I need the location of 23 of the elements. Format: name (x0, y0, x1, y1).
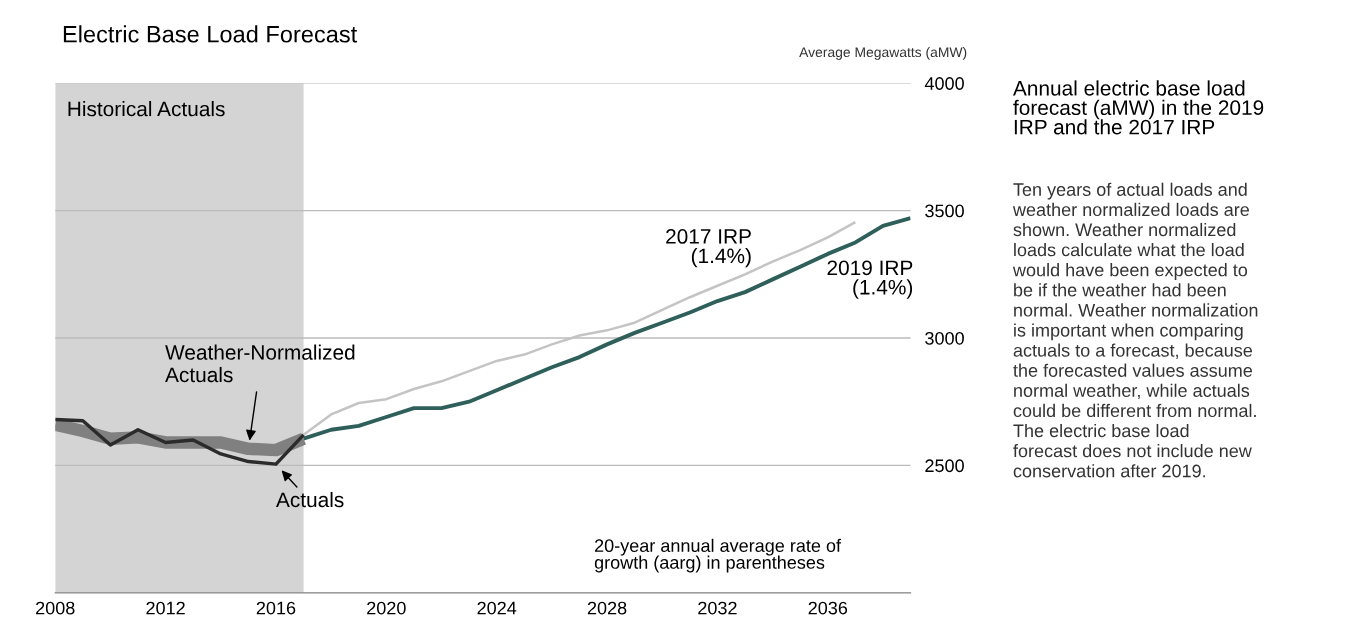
x-tick-label: 2012 (146, 601, 185, 615)
x-tick-label: 2028 (587, 601, 627, 615)
chart-title: Electric Base Load Forecast (63, 25, 358, 43)
x-tick-label: 2032 (698, 601, 737, 615)
x-tick-label: 2024 (477, 601, 517, 615)
line-series (55, 417, 306, 466)
x-tick-label: 2016 (256, 601, 296, 615)
y-tick-label: 2500 (925, 459, 964, 473)
x-tick-label: 2036 (808, 601, 848, 615)
text: Annual electric base load forecast (aMW) in the 2019 IRP and the 2017 IRP (1012, 80, 1264, 135)
series-label: Actuals (276, 491, 344, 508)
y-tick-label: 4000 (924, 77, 964, 90)
text: Ten years of actual loads and weather normalized loads are shown. Weather normalized loads calculate what the load would have been expected to be if the weather had been normal. Weather normalization is important when comparing actuals to a forecast, because the forecasted values assume normal weather, while actuals could be different from normal. The electric base load forecast does not include new conservation after 2019. (1012, 182, 1258, 478)
text: Weather-Normalized Actuals (165, 344, 355, 383)
series-label: 2019 IRP (1.4%) (827, 260, 913, 299)
y-tick-label: 3500 (925, 204, 964, 218)
y-tick-label: 3000 (925, 331, 964, 345)
x-tick-label: 2008 (36, 601, 75, 615)
band-label: Historical Actuals (68, 101, 225, 117)
annotation: 20-year annual average rate of growth (aarg) in parentheses (594, 538, 842, 573)
y-axis-title: Average Megawatts (aMW) (799, 46, 967, 60)
x-tick-label: 2020 (367, 601, 406, 615)
series-label: 2017 IRP (1.4%) (666, 229, 751, 268)
